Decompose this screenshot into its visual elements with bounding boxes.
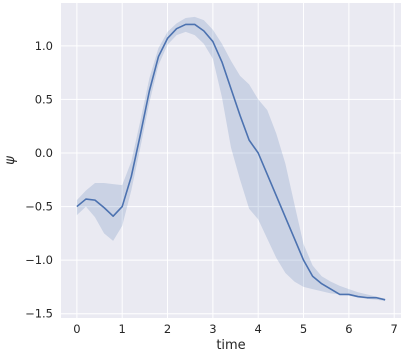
series-line: [76, 23, 386, 301]
y-tick-label: 1.0: [35, 39, 53, 53]
x-tick-label: 0: [73, 322, 80, 336]
x-tick-label: 7: [391, 322, 398, 336]
x-tick-label: 1: [119, 322, 126, 336]
x-tick-labels: 0 1 2 3 4 5 6 7: [73, 322, 398, 336]
y-tick-label: −1.0: [25, 253, 53, 267]
grid-lines: [61, 3, 401, 318]
x-axis-label: time: [216, 338, 245, 353]
confidence-band: [76, 16, 386, 301]
x-tick-label: 4: [255, 322, 262, 336]
x-tick-label: 3: [209, 322, 216, 336]
x-tick-label: 5: [300, 322, 307, 336]
y-tick-label: −1.5: [25, 307, 53, 321]
plot-background: [61, 3, 401, 318]
y-tick-label: 0.0: [35, 146, 53, 160]
y-tick-label: −0.5: [25, 200, 53, 214]
x-tick-label: 2: [164, 322, 171, 336]
y-axis-label: ψ: [3, 156, 18, 165]
x-tick-label: 6: [345, 322, 352, 336]
y-tick-labels: −1.5 −1.0 −0.5 0.0 0.5 1.0: [25, 39, 53, 321]
y-tick-label: 0.5: [35, 92, 53, 106]
